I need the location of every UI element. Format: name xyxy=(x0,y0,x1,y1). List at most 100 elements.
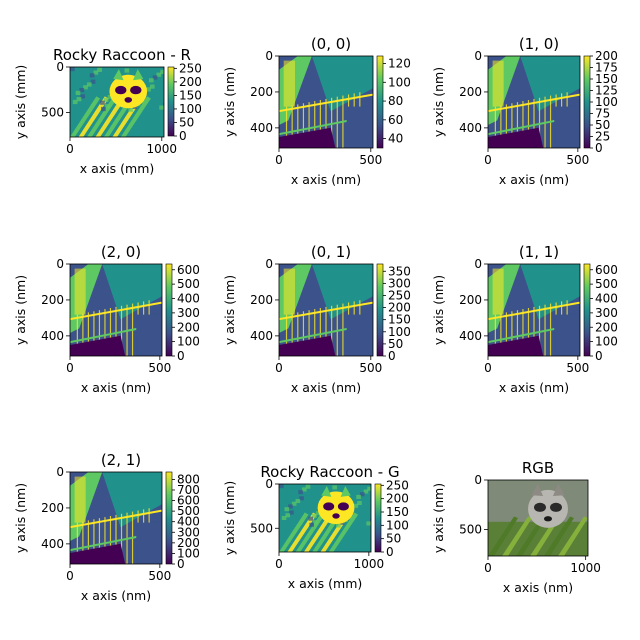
colorbar-tick-label: 120 xyxy=(388,57,411,71)
y-axis-label: y axis (nm) xyxy=(13,275,28,345)
y-tick-label: 200 xyxy=(250,85,273,99)
y-tick-label: 500 xyxy=(459,522,482,536)
y-tick-label: 500 xyxy=(250,521,273,535)
y-tick-label: 400 xyxy=(41,537,64,551)
x-tick-label: 0 xyxy=(66,142,74,156)
colorbar-tick-label: 0 xyxy=(177,349,185,363)
x-tick-label: 500 xyxy=(359,361,382,375)
colorbar-tick-label: 100 xyxy=(595,95,618,109)
colorbar-tick-label: 150 xyxy=(179,88,202,102)
colorbar xyxy=(583,55,591,149)
heatmap-image xyxy=(488,56,580,148)
x-axis-label: x axis (nm) xyxy=(499,172,569,187)
subplot-title: (0, 0) xyxy=(311,35,351,53)
y-tick-label: 0 xyxy=(56,257,64,271)
y-tick-label: 200 xyxy=(250,293,273,307)
x-tick-label: 0 xyxy=(66,361,74,375)
x-axis-label: x axis (nm) xyxy=(81,380,151,395)
y-axis-label: y axis (nm) xyxy=(222,275,237,345)
colorbar xyxy=(374,483,382,553)
colorbar-tick-label: 500 xyxy=(177,277,200,291)
y-tick-label: 0 xyxy=(474,473,482,487)
colorbar xyxy=(376,263,384,357)
heatmap-image xyxy=(70,264,162,356)
colorbar-tick-label: 25 xyxy=(595,130,610,144)
colorbar-tick-label: 175 xyxy=(595,61,618,75)
x-tick-label: 500 xyxy=(566,361,589,375)
subplot-title: Rocky Raccoon - G xyxy=(260,463,399,481)
colorbar-tick-label: 300 xyxy=(388,276,411,290)
colorbar-tick-label: 400 xyxy=(177,515,200,529)
colorbar-tick-label: 100 xyxy=(388,325,411,339)
colorbar-tick-label: 80 xyxy=(388,94,403,108)
colorbar xyxy=(165,263,173,357)
y-tick-label: 400 xyxy=(459,121,482,135)
colorbar-tick-label: 100 xyxy=(177,546,200,560)
colorbar-tick-label: 200 xyxy=(595,320,618,334)
y-axis-label: y axis (mm) xyxy=(13,65,28,140)
x-tick-label: 0 xyxy=(484,561,492,575)
x-axis-label: x axis (mm) xyxy=(80,161,155,176)
y-tick-label: 0 xyxy=(265,477,273,491)
colorbar-tick-label: 200 xyxy=(595,49,618,63)
axes-frame xyxy=(487,479,589,557)
subplot-5: 0 500 0 200 400 (1, 1) x axis (nm) y axis (nm) 0… xyxy=(431,243,618,395)
y-tick-label: 200 xyxy=(459,293,482,307)
x-tick-label: 0 xyxy=(484,153,492,167)
x-tick-label: 500 xyxy=(148,361,171,375)
colorbar xyxy=(376,55,384,149)
y-tick-label: 0 xyxy=(474,49,482,63)
subplot-title: (0, 1) xyxy=(311,243,351,261)
y-tick-label: 400 xyxy=(250,329,273,343)
x-axis-label: x axis (nm) xyxy=(81,588,151,603)
y-tick-label: 400 xyxy=(41,329,64,343)
colorbar-tick-label: 500 xyxy=(595,277,618,291)
y-tick-label: 0 xyxy=(56,465,64,479)
subplot-4: 0 500 0 200 400 (0, 1) x axis (nm) y axis (nm) 0… xyxy=(222,243,411,395)
x-tick-label: 0 xyxy=(275,153,283,167)
colorbar-tick-label: 0 xyxy=(179,129,187,143)
colorbar-tick-label: 200 xyxy=(179,75,202,89)
colorbar-tick-label: 300 xyxy=(177,306,200,320)
colorbar-tick-label: 200 xyxy=(177,536,200,550)
y-tick-label: 200 xyxy=(41,293,64,307)
subplot-8: 0 1000 0 500 RGB x axis (nm) y axis (nm) xyxy=(431,459,601,595)
colorbar-tick-label: 100 xyxy=(595,335,618,349)
axes-frame xyxy=(69,263,163,357)
colorbar-tick-label: 600 xyxy=(177,263,200,277)
colorbar-tick-label: 100 xyxy=(386,518,409,532)
colorbar-tick-label: 800 xyxy=(177,472,200,486)
heatmap-image xyxy=(279,56,373,148)
y-tick-label: 0 xyxy=(265,257,273,271)
x-tick-label: 500 xyxy=(566,153,589,167)
colorbar-tick-label: 700 xyxy=(177,483,200,497)
y-tick-label: 200 xyxy=(459,85,482,99)
colorbar-tick-label: 0 xyxy=(386,545,394,559)
y-axis-label: y axis (nm) xyxy=(431,483,446,553)
heatmap-image xyxy=(279,264,373,356)
y-tick-label: 400 xyxy=(459,329,482,343)
colorbar-tick-label: 75 xyxy=(595,107,610,121)
axes-frame xyxy=(278,483,372,553)
colorbar-tick-label: 0 xyxy=(595,349,603,363)
y-tick-label: 400 xyxy=(250,121,273,135)
subplot-2: 0 500 0 200 400 (1, 0) x axis (nm) y axis (nm) 0… xyxy=(431,35,618,187)
x-axis-label: x axis (nm) xyxy=(503,580,573,595)
colorbar-tick-label: 600 xyxy=(595,263,618,277)
subplot-title: (1, 0) xyxy=(519,35,559,53)
subplot-6: 0 500 0 200 400 (2, 1) x axis (nm) y axis (nm) 0… xyxy=(13,451,200,603)
colorbar-tick-label: 100 xyxy=(179,102,202,116)
axes-frame xyxy=(69,471,163,565)
colorbar-tick-label: 250 xyxy=(179,61,202,75)
colorbar-tick-label: 200 xyxy=(177,320,200,334)
colorbar-tick-label: 100 xyxy=(388,75,411,89)
subplot-title: Rocky Raccoon - R xyxy=(53,46,191,64)
heatmap-image xyxy=(488,480,588,556)
y-tick-label: 0 xyxy=(56,60,64,74)
heatmap-image xyxy=(279,484,371,552)
colorbar-tick-label: 0 xyxy=(595,141,603,155)
x-tick-label: 1000 xyxy=(147,142,178,156)
axes-frame xyxy=(69,66,165,138)
y-axis-label: y axis (nm) xyxy=(13,483,28,553)
